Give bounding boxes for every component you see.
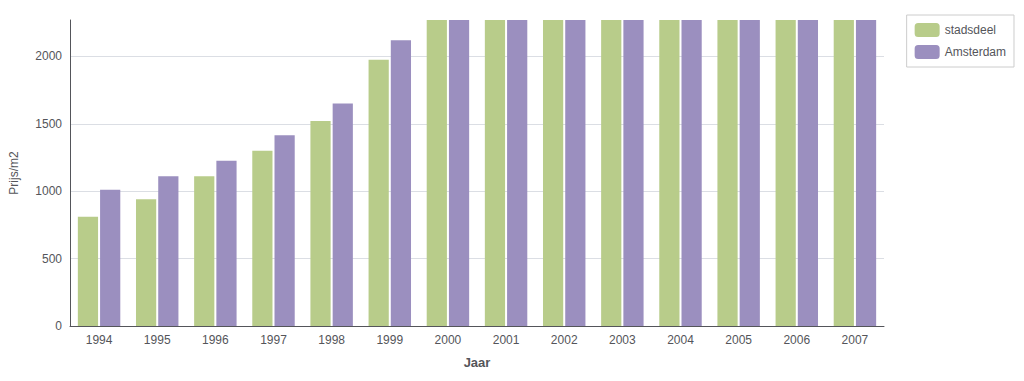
svg-text:Prijs/m2: Prijs/m2 bbox=[7, 151, 21, 195]
svg-text:1998: 1998 bbox=[318, 333, 345, 347]
svg-text:500: 500 bbox=[42, 252, 62, 266]
svg-text:1994: 1994 bbox=[86, 333, 113, 347]
svg-text:stadsdeel: stadsdeel bbox=[945, 23, 996, 37]
svg-text:1999: 1999 bbox=[376, 333, 403, 347]
svg-text:Jaar: Jaar bbox=[464, 355, 491, 370]
svg-text:1997: 1997 bbox=[260, 333, 287, 347]
svg-text:2004: 2004 bbox=[667, 333, 694, 347]
svg-text:1500: 1500 bbox=[35, 117, 62, 131]
svg-text:1996: 1996 bbox=[202, 333, 229, 347]
svg-text:1000: 1000 bbox=[35, 184, 62, 198]
svg-text:2000: 2000 bbox=[35, 49, 62, 63]
svg-text:Amsterdam: Amsterdam bbox=[945, 45, 1006, 59]
svg-text:2001: 2001 bbox=[493, 333, 520, 347]
svg-text:0: 0 bbox=[55, 319, 62, 333]
svg-text:2002: 2002 bbox=[551, 333, 578, 347]
svg-text:2005: 2005 bbox=[725, 333, 752, 347]
svg-text:2007: 2007 bbox=[842, 333, 869, 347]
svg-text:2006: 2006 bbox=[783, 333, 810, 347]
svg-text:2000: 2000 bbox=[435, 333, 462, 347]
svg-text:2003: 2003 bbox=[609, 333, 636, 347]
svg-text:1995: 1995 bbox=[144, 333, 171, 347]
